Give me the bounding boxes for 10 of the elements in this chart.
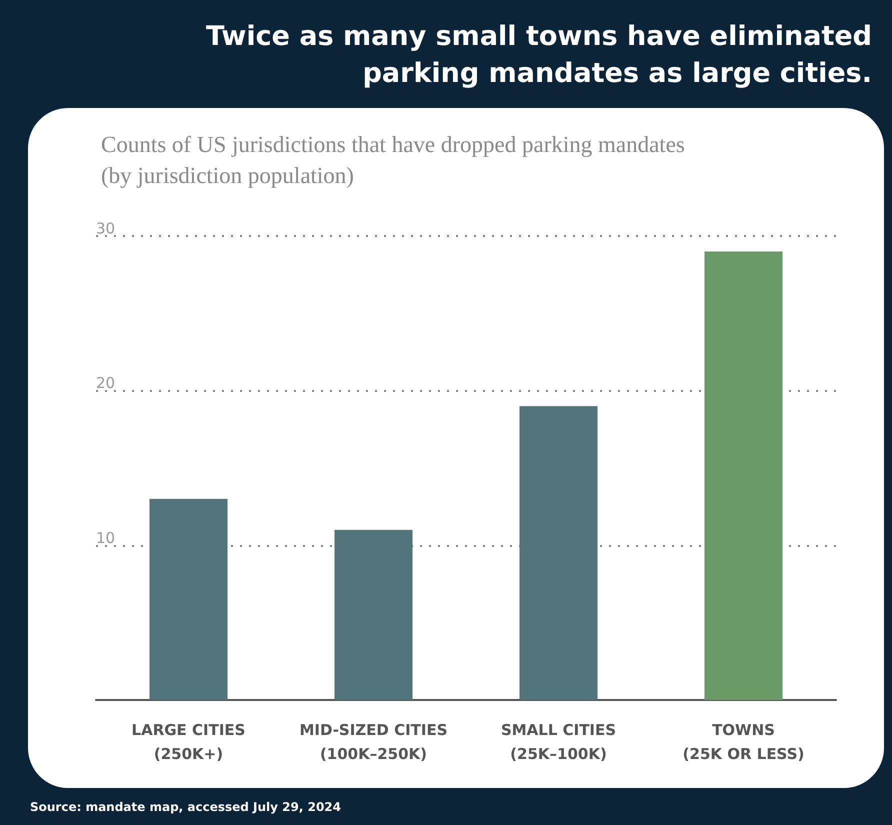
y-tick-label: 30 (96, 220, 116, 238)
x-tick-label: SMALL CITIES (25K–100K) (500, 721, 616, 763)
y-tick-label: 20 (96, 374, 116, 392)
source-note: Source: mandate map, accessed July 29, 2024 (30, 800, 341, 814)
chart-subtitle: Counts of US jurisdictions that have dropped parking mandates (by jurisdiction population) (101, 132, 685, 188)
y-tick-label: 10 (96, 528, 116, 547)
x-tick-label: LARGE CITIES (250K+) (132, 721, 246, 763)
chart-title: Twice as many small towns have eliminated parking mandates as large cities. (204, 20, 872, 91)
x-tick-label: MID-SIZED CITIES (100K–250K) (299, 721, 448, 763)
x-tick-label: TOWNS (25K OR LESS) (682, 721, 804, 763)
